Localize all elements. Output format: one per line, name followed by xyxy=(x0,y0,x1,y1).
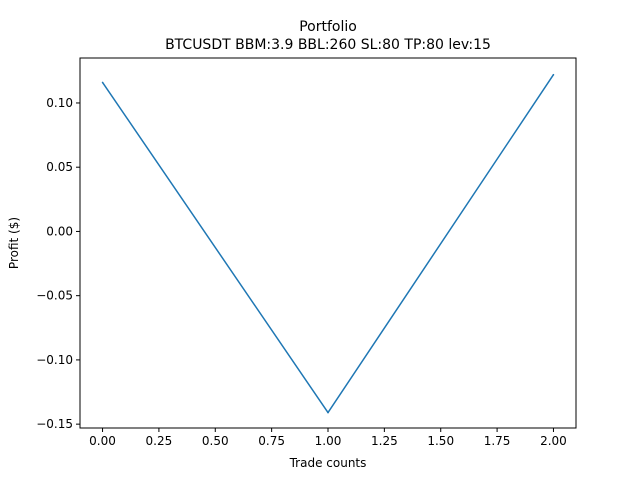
x-tick-label: 2.00 xyxy=(540,434,567,448)
plot-frame xyxy=(79,57,577,429)
x-tick-label: 0.50 xyxy=(202,434,229,448)
data-point xyxy=(552,73,555,76)
x-tick-label: 1.25 xyxy=(371,434,398,448)
x-tick-label: 0.75 xyxy=(258,434,285,448)
chart-title: Portfolio xyxy=(299,19,357,35)
x-axis-label: Trade counts xyxy=(289,456,367,470)
y-tick-label: −0.15 xyxy=(36,417,73,431)
y-tick-label: −0.10 xyxy=(36,353,73,367)
x-tick-label: 0.00 xyxy=(89,434,116,448)
series-line xyxy=(101,74,555,414)
chart-subtitle: BTCUSDT BBM:3.9 BBL:260 SL:80 TP:80 lev:… xyxy=(165,37,491,53)
plot-marks: 0.00 0.25 0.50 0.75 1.00 1.25 1.50 1.75 2.00 −0.1… xyxy=(36,73,567,448)
data-point xyxy=(327,411,329,414)
y-axis-label: Profit ($) xyxy=(7,217,21,269)
x-tick-label: 1.50 xyxy=(427,434,454,448)
y-tick-label: 0.10 xyxy=(46,96,73,110)
x-tick-label: 0.25 xyxy=(146,434,173,448)
y-tick-label: 0.05 xyxy=(46,160,73,174)
y-tick-label: −0.05 xyxy=(36,289,73,303)
x-tick-label: 1.00 xyxy=(315,434,342,448)
x-tick-label: 1.75 xyxy=(484,434,511,448)
data-point xyxy=(101,81,104,84)
y-tick-label: 0.00 xyxy=(46,224,73,238)
